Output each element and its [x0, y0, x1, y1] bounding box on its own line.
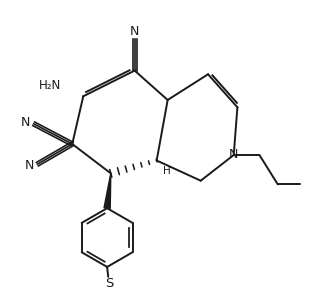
Polygon shape — [104, 173, 111, 208]
Text: N: N — [21, 116, 30, 129]
Text: S: S — [105, 277, 113, 290]
Text: H: H — [163, 166, 171, 176]
Text: N: N — [25, 159, 34, 172]
Text: N: N — [228, 148, 238, 161]
Text: H₂N: H₂N — [39, 79, 61, 92]
Text: N: N — [130, 25, 139, 38]
